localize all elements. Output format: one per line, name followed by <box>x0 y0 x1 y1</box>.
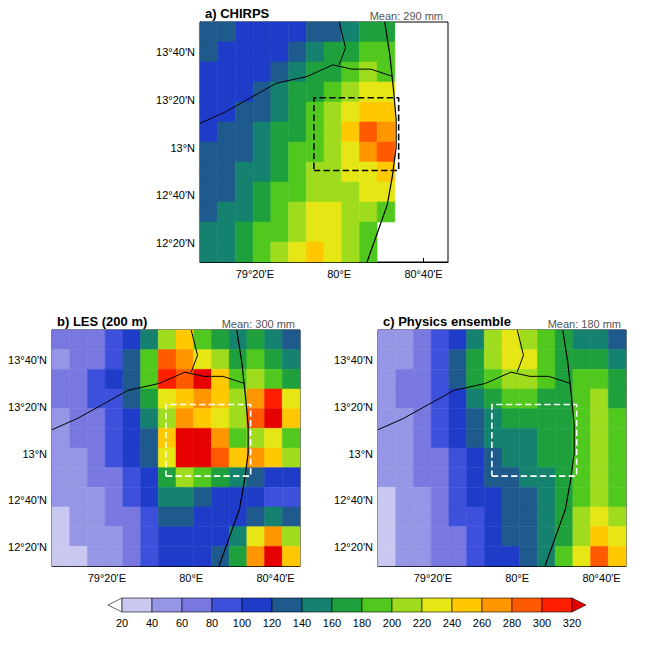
svg-text:160: 160 <box>323 617 341 629</box>
svg-text:13°N: 13°N <box>22 448 47 460</box>
svg-text:220: 220 <box>413 617 431 629</box>
svg-text:260: 260 <box>473 617 491 629</box>
svg-text:Mean: 300 mm: Mean: 300 mm <box>222 318 295 330</box>
svg-text:80°40'E: 80°40'E <box>404 268 442 280</box>
svg-text:13°40'N: 13°40'N <box>8 354 47 366</box>
svg-text:100: 100 <box>233 617 251 629</box>
svg-text:12°40'N: 12°40'N <box>8 494 47 506</box>
svg-text:Mean: 180 mm: Mean: 180 mm <box>548 318 621 330</box>
svg-text:13°N: 13°N <box>348 448 373 460</box>
svg-text:13°20'N: 13°20'N <box>156 94 195 106</box>
svg-text:80°40'E: 80°40'E <box>582 572 620 584</box>
svg-text:13°20'N: 13°20'N <box>334 401 373 413</box>
svg-text:13°40'N: 13°40'N <box>156 46 195 58</box>
svg-text:180: 180 <box>353 617 371 629</box>
svg-text:80°E: 80°E <box>327 268 351 280</box>
svg-text:240: 240 <box>443 617 461 629</box>
svg-text:b) LES (200 m): b) LES (200 m) <box>57 314 147 329</box>
svg-text:80°E: 80°E <box>179 572 203 584</box>
svg-text:79°20'E: 79°20'E <box>414 572 452 584</box>
svg-text:79°20'E: 79°20'E <box>236 268 274 280</box>
svg-text:c) Physics ensemble: c) Physics ensemble <box>383 314 511 329</box>
svg-text:12°20'N: 12°20'N <box>334 541 373 553</box>
svg-text:12°20'N: 12°20'N <box>8 541 47 553</box>
svg-text:13°20'N: 13°20'N <box>8 401 47 413</box>
svg-text:300: 300 <box>533 617 551 629</box>
svg-text:80: 80 <box>206 617 218 629</box>
svg-text:40: 40 <box>146 617 158 629</box>
svg-text:80°E: 80°E <box>505 572 529 584</box>
svg-text:60: 60 <box>176 617 188 629</box>
svg-text:12°20'N: 12°20'N <box>156 237 195 249</box>
svg-text:12°40'N: 12°40'N <box>334 494 373 506</box>
svg-text:200: 200 <box>383 617 401 629</box>
svg-text:79°20'E: 79°20'E <box>88 572 126 584</box>
svg-text:280: 280 <box>503 617 521 629</box>
svg-text:140: 140 <box>293 617 311 629</box>
svg-text:13°N: 13°N <box>170 142 195 154</box>
svg-text:12°40'N: 12°40'N <box>156 189 195 201</box>
svg-text:a) CHIRPS: a) CHIRPS <box>205 6 270 21</box>
svg-text:13°40'N: 13°40'N <box>334 354 373 366</box>
svg-text:Mean: 290 mm: Mean: 290 mm <box>370 10 443 22</box>
svg-text:120: 120 <box>263 617 281 629</box>
svg-text:80°40'E: 80°40'E <box>256 572 294 584</box>
svg-text:20: 20 <box>116 617 128 629</box>
svg-text:320: 320 <box>563 617 581 629</box>
